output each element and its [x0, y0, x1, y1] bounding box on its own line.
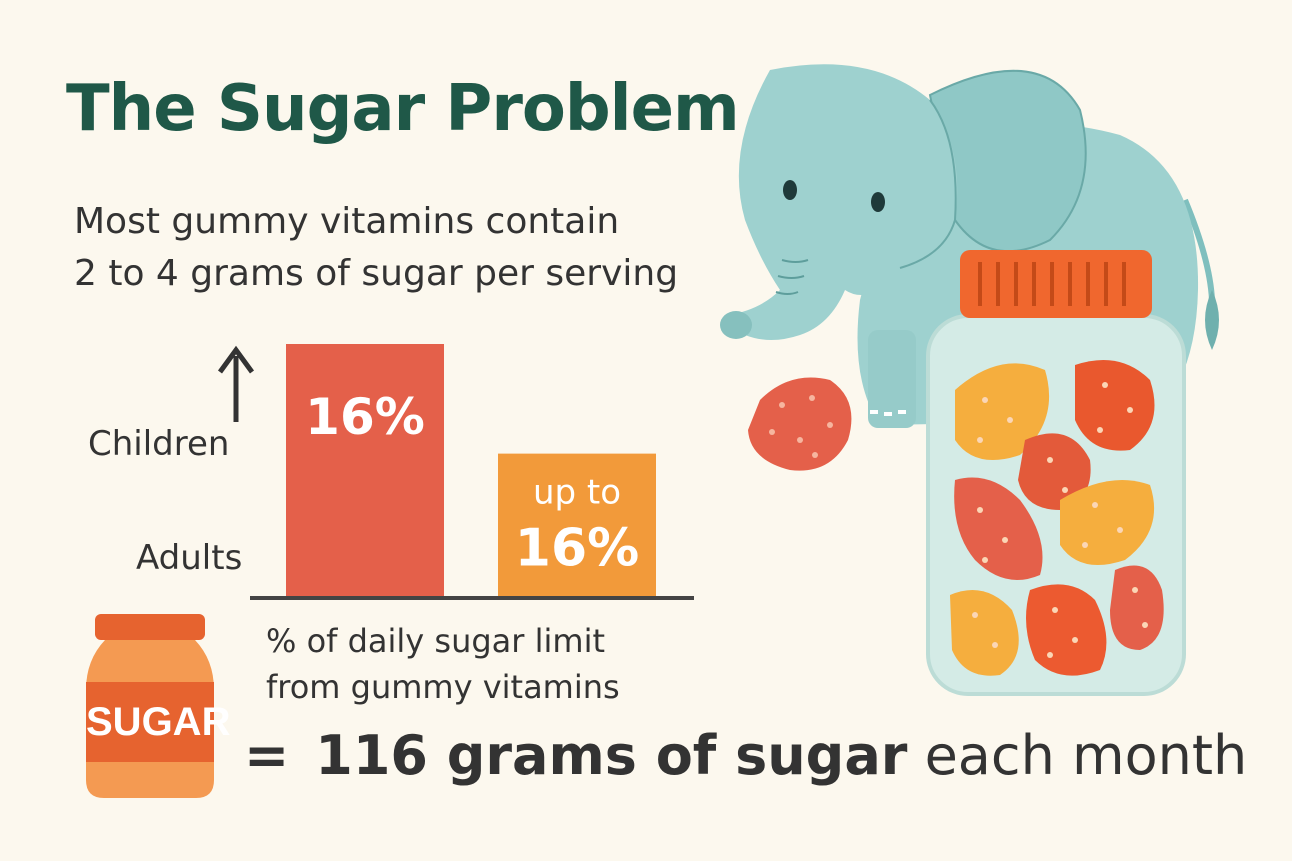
category-label-adults: Adults [136, 538, 243, 578]
sugar-jar-icon [86, 614, 214, 798]
data-label-children: 16% [305, 388, 425, 446]
monthly-sugar-statement: = 116 grams of sugar each month [244, 724, 1247, 787]
chart-caption-line-2: from gummy vitamins [266, 668, 620, 706]
monthly-sugar-amount: 116 grams of sugar [315, 724, 908, 787]
sugar-jar-label: SUGAR [86, 700, 231, 744]
chart-caption-line-1: % of daily sugar limit [266, 622, 605, 660]
equals-sign: = [244, 724, 290, 787]
data-label-adults: up to 16% [515, 473, 639, 579]
subtitle-line-1: Most gummy vitamins contain [74, 201, 620, 242]
bar-adults [498, 453, 656, 596]
up-arrow-icon [217, 345, 255, 422]
gummy-jar-illustration [926, 250, 1186, 696]
gummy-candy-icon [748, 377, 852, 471]
monthly-sugar-period: each month [924, 724, 1248, 787]
subtitle-line-2: 2 to 4 grams of sugar per serving [74, 253, 679, 294]
category-label-children: Children [88, 424, 230, 464]
subtitle: Most gummy vitamins contain 2 to 4 grams… [74, 196, 678, 300]
chart-caption: % of daily sugar limit from gummy vitami… [266, 618, 620, 710]
bar-children [286, 344, 444, 596]
page-title: The Sugar Problem [66, 72, 740, 146]
